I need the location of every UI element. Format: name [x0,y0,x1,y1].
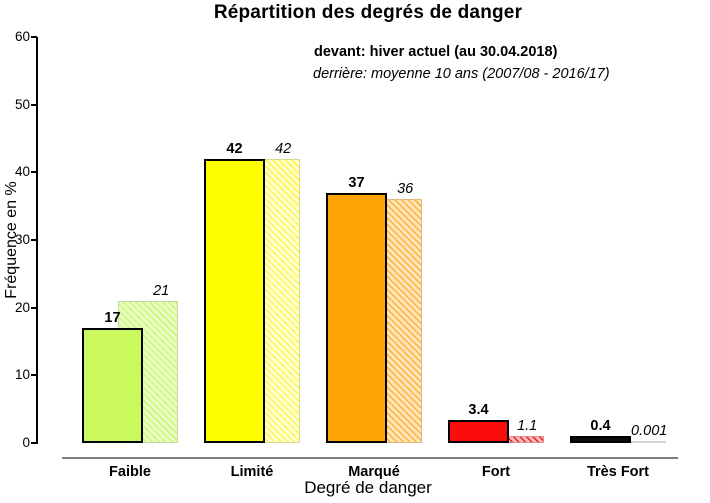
x-category-label-faible: Faible [109,464,151,480]
x-axis-line [62,457,678,459]
y-axis-tick-60 [31,36,37,38]
y-tick-label-30: 30 [14,232,30,247]
y-tick-label-40: 40 [14,164,30,180]
bar-value-back-tres-fort: 0.001 [631,423,668,439]
x-category-label-marque: Marqué [348,464,400,480]
bar-front-fort [448,420,509,443]
legend-line-front: devant: hiver actuel (au 30.04.2018) [314,44,558,60]
y-axis-tick-50 [31,103,37,106]
x-category-label-tres-fort: Très Fort [586,464,650,480]
x-category-label-limite: Limité [230,464,274,480]
y-axis-tick-10 [31,374,37,377]
y-tick-label-50: 50 [14,96,30,112]
bar-value-back-limite: 42 [275,141,292,157]
bar-value-back-marque: 36 [397,181,414,197]
x-axis-title: Degré de danger [304,478,432,497]
y-tick-label-20: 20 [14,299,30,315]
bar-front-faible [82,328,143,443]
y-axis-tick-40 [31,171,37,174]
bar-value-front-faible: 17 [104,310,121,326]
y-axis-tick-0 [31,442,37,444]
bar-value-front-limite: 42 [226,141,243,157]
bar-value-back-faible: 21 [153,283,170,299]
bar-value-back-fort: 1.1 [517,418,538,434]
legend-line-back: derrière: moyenne 10 ans (2007/08 - 2016… [313,66,610,82]
y-axis-tick-30 [31,239,37,241]
y-tick-label-0: 0 [22,435,30,450]
chart-title: Répartition des degrés de danger [213,2,523,23]
x-category-label-fort: Fort [481,464,511,480]
bar-value-front-fort: 3.4 [468,402,489,418]
y-tick-label-10: 10 [14,367,30,383]
bar-front-tres-fort [570,436,631,443]
y-axis-line [36,37,38,444]
bar-value-front-marque: 37 [348,175,365,191]
y-tick-label-60: 60 [14,29,30,44]
bar-value-front-tres-fort: 0.4 [590,418,611,434]
bar-front-marque [326,193,387,443]
y-axis-tick-20 [31,306,37,309]
bar-front-limite [204,159,265,443]
